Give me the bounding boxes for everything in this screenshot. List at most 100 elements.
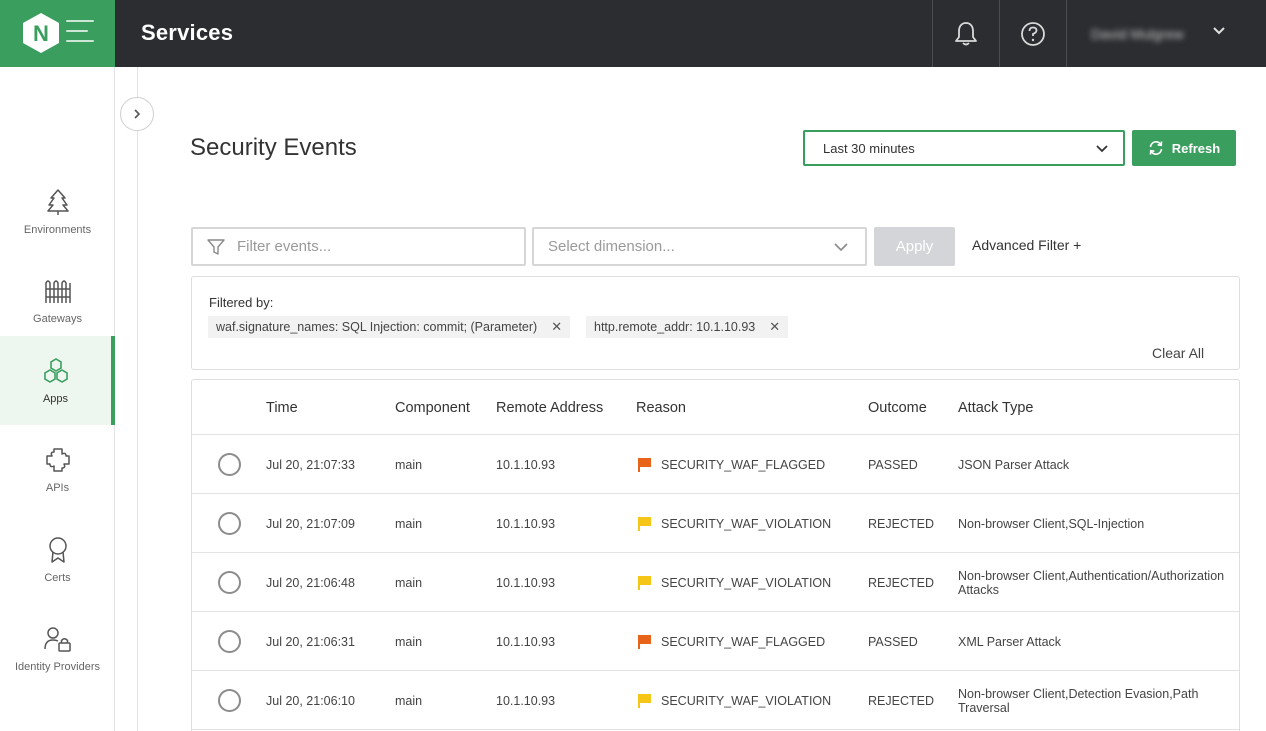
table-row[interactable]: Jul 20, 21:07:09 main 10.1.10.93 SECURIT… xyxy=(192,494,1239,553)
sidebar-item-label: Identity Providers xyxy=(15,660,100,673)
logo-block[interactable]: N xyxy=(0,0,115,67)
sidebar-divider xyxy=(137,67,138,731)
cell-time: Jul 20, 21:07:09 xyxy=(266,517,355,531)
table-row[interactable]: Jul 20, 21:06:31 main 10.1.10.93 SECURIT… xyxy=(192,612,1239,671)
cell-component: main xyxy=(395,694,423,708)
user-menu[interactable]: David Mulgrew xyxy=(1066,0,1266,67)
api-puzzle-icon xyxy=(45,447,70,472)
table-row[interactable]: Jul 20, 21:06:48 main 10.1.10.93 SECURIT… xyxy=(192,553,1239,612)
cell-time: Jul 20, 21:06:48 xyxy=(266,576,355,590)
row-select-radio[interactable] xyxy=(218,630,241,653)
cell-remote-address: 10.1.10.93 xyxy=(496,694,556,708)
sidebar-item-apis[interactable]: APIs xyxy=(0,425,115,514)
flag-icon xyxy=(638,458,651,472)
cell-outcome: PASSED xyxy=(868,635,918,649)
dimension-select[interactable]: Select dimension... xyxy=(532,227,867,266)
events-table: Time Component Remote Address Reason Out… xyxy=(191,379,1240,731)
cell-component: main xyxy=(395,517,423,531)
sidebar-item-label: Apps xyxy=(42,392,69,405)
advanced-filter-link[interactable]: Advanced Filter + xyxy=(972,237,1082,253)
chevron-down-icon xyxy=(1213,27,1225,35)
table-row[interactable]: Jul 20, 21:06:10 main 10.1.10.93 SECURIT… xyxy=(192,671,1239,730)
sidebar-item-environments[interactable]: Environments xyxy=(0,167,115,256)
apply-button[interactable]: Apply xyxy=(874,227,955,266)
cell-reason: SECURITY_WAF_VIOLATION xyxy=(661,576,832,590)
cell-reason: SECURITY_WAF_VIOLATION xyxy=(661,517,832,531)
sidebar-item-gateways[interactable]: Gateways xyxy=(0,256,115,345)
flag-icon xyxy=(638,694,651,708)
cell-time: Jul 20, 21:06:10 xyxy=(266,694,355,708)
column-header-component[interactable]: Component xyxy=(395,400,470,416)
menu-icon[interactable] xyxy=(66,20,94,46)
filter-events-input[interactable]: Filter events... xyxy=(191,227,526,266)
tree-icon xyxy=(46,188,69,215)
nginx-logo-icon: N xyxy=(23,13,59,53)
table-row[interactable]: Jul 20, 21:07:33 main 10.1.10.93 SECURIT… xyxy=(192,435,1239,494)
flag-icon xyxy=(638,635,651,649)
help-button[interactable] xyxy=(999,0,1066,67)
cell-attack-type: Non-browser Client,Detection Evasion,Pat… xyxy=(958,687,1199,715)
row-select-radio[interactable] xyxy=(218,453,241,476)
column-header-reason[interactable]: Reason xyxy=(636,400,686,416)
column-header-remote-address[interactable]: Remote Address xyxy=(496,400,604,416)
user-name: David Mulgrew xyxy=(1091,25,1184,42)
column-header-time[interactable]: Time xyxy=(266,400,298,416)
clear-all-button[interactable]: Clear All xyxy=(1152,345,1205,361)
chevron-down-icon xyxy=(834,243,848,252)
sidebar-item-label: Environments xyxy=(23,223,92,236)
filter-placeholder: Filter events... xyxy=(237,238,332,255)
cell-outcome: PASSED xyxy=(868,458,918,472)
cell-outcome: REJECTED xyxy=(868,694,934,708)
notifications-button[interactable] xyxy=(932,0,999,67)
row-select-radio[interactable] xyxy=(218,689,241,712)
cell-reason: SECURITY_WAF_FLAGGED xyxy=(661,635,826,649)
filter-funnel-icon xyxy=(207,239,225,255)
refresh-icon xyxy=(1149,141,1163,155)
filtered-by-label: Filtered by: xyxy=(209,295,274,310)
cell-time: Jul 20, 21:06:31 xyxy=(266,635,355,649)
sidebar: Environments Gateways Apps APIs Certs xyxy=(0,67,115,731)
cell-remote-address: 10.1.10.93 xyxy=(496,576,556,590)
row-select-radio[interactable] xyxy=(218,571,241,594)
column-header-outcome[interactable]: Outcome xyxy=(868,400,927,416)
bell-icon xyxy=(955,21,977,45)
sidebar-item-apps[interactable]: Apps xyxy=(0,336,115,425)
cell-reason: SECURITY_WAF_FLAGGED xyxy=(661,458,826,472)
cell-component: main xyxy=(395,576,423,590)
dimension-placeholder: Select dimension... xyxy=(548,238,675,255)
cell-attack-type: Non-browser Client,Authentication/Author… xyxy=(958,569,1225,597)
top-bar: N Services David Mulgrew xyxy=(0,0,1266,67)
cell-outcome: REJECTED xyxy=(868,517,934,531)
cell-attack-type: JSON Parser Attack xyxy=(958,458,1070,472)
row-select-radio[interactable] xyxy=(218,512,241,535)
chevron-right-icon xyxy=(134,109,141,119)
refresh-button[interactable]: Refresh xyxy=(1132,130,1236,166)
filter-chip: waf.signature_names: SQL Injection: comm… xyxy=(208,316,571,338)
header-divider xyxy=(192,434,1239,435)
cell-remote-address: 10.1.10.93 xyxy=(496,635,556,649)
filter-chip: http.remote_addr: 10.1.10.93 ✕ xyxy=(586,316,789,338)
filtered-by-panel: Filtered by: waf.signature_names: SQL In… xyxy=(191,276,1240,370)
cell-time: Jul 20, 21:07:33 xyxy=(266,458,355,472)
sidebar-item-identity-providers[interactable]: Identity Providers xyxy=(0,604,115,693)
chevron-down-icon xyxy=(1096,145,1108,153)
sidebar-item-certs[interactable]: Certs xyxy=(0,515,115,604)
remove-chip-icon[interactable]: ✕ xyxy=(769,319,781,334)
flag-icon xyxy=(638,576,651,590)
cell-attack-type: Non-browser Client,SQL-Injection xyxy=(958,517,1145,531)
filter-chip-label: http.remote_addr: 10.1.10.93 xyxy=(594,320,756,334)
apps-hexagons-icon xyxy=(43,357,68,383)
cell-reason: SECURITY_WAF_VIOLATION xyxy=(661,694,832,708)
sidebar-item-label: Gateways xyxy=(33,312,82,325)
flag-icon xyxy=(638,517,651,531)
cell-remote-address: 10.1.10.93 xyxy=(496,458,556,472)
collapse-sidebar-button[interactable] xyxy=(120,97,154,131)
logo-letter: N xyxy=(33,21,49,46)
cell-component: main xyxy=(395,635,423,649)
time-range-select[interactable]: Last 30 minutes xyxy=(803,130,1125,166)
remove-chip-icon[interactable]: ✕ xyxy=(551,319,563,334)
column-header-attack-type[interactable]: Attack Type xyxy=(958,400,1034,416)
refresh-label: Refresh xyxy=(1171,140,1221,156)
sidebar-item-label: APIs xyxy=(45,481,70,494)
time-range-value: Last 30 minutes xyxy=(823,140,915,156)
